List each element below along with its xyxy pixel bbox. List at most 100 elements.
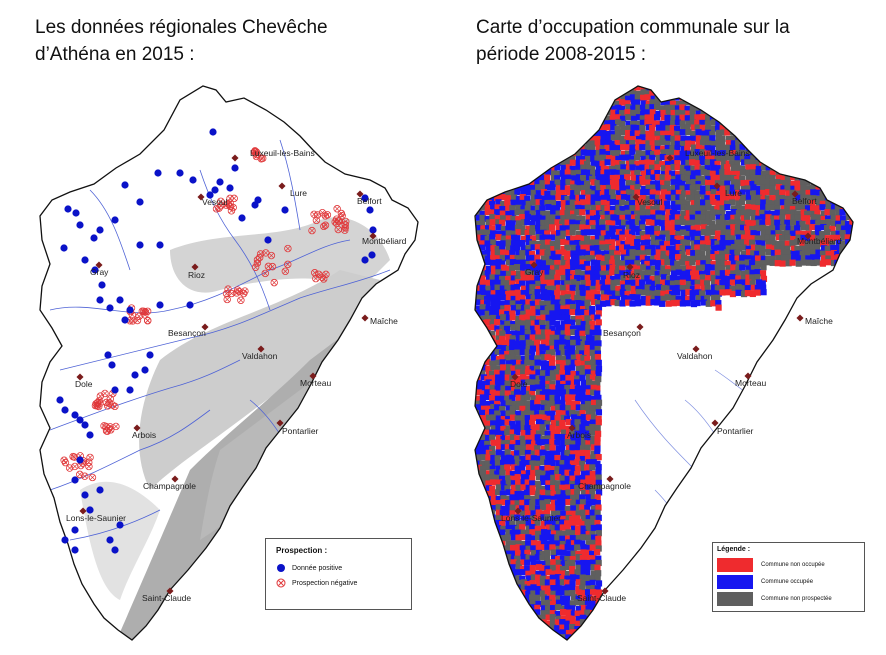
positive-marker xyxy=(116,521,124,529)
negative-marker-cross xyxy=(342,227,348,233)
negative-marker-cross xyxy=(311,211,317,217)
negative-marker-cross xyxy=(282,268,288,274)
city-marker xyxy=(744,372,752,380)
city-marker xyxy=(514,507,522,515)
negative-marker-cross xyxy=(254,152,260,158)
city-label: Dole xyxy=(510,379,528,389)
negative-marker xyxy=(331,218,339,226)
negative-marker xyxy=(310,210,318,218)
city-label: Saint-Claude xyxy=(142,593,191,603)
negative-marker-cross xyxy=(70,454,76,460)
negative-marker xyxy=(233,286,242,294)
negative-marker-cross xyxy=(141,308,147,314)
city-marker xyxy=(626,263,634,271)
positive-marker xyxy=(189,176,197,184)
negative-marker-cross xyxy=(227,203,233,209)
city-marker xyxy=(95,261,103,269)
legend-prospection: Prospection : Donnée positive Prospectio… xyxy=(265,538,412,610)
positive-marker xyxy=(61,406,69,414)
city-marker xyxy=(79,507,87,515)
city-label: Belfort xyxy=(792,196,817,206)
negative-marker xyxy=(112,422,120,431)
city-label: Morteau xyxy=(735,378,766,388)
negative-marker xyxy=(284,260,292,269)
negative-marker xyxy=(85,462,93,471)
negative-marker-cross xyxy=(224,297,230,302)
city-marker xyxy=(171,475,179,483)
city-marker xyxy=(356,190,364,198)
positive-marker xyxy=(71,411,79,419)
positive-marker xyxy=(121,316,129,324)
positive-marker xyxy=(126,386,134,394)
city-label: Champagnole xyxy=(143,481,196,491)
negative-marker-cross xyxy=(309,228,315,234)
negative-marker-cross xyxy=(242,288,248,294)
positive-marker xyxy=(368,251,376,259)
city-label: Valdahon xyxy=(242,351,278,361)
negative-marker-cross xyxy=(107,396,113,402)
city-marker xyxy=(606,475,614,483)
blue-swatch-icon xyxy=(717,575,753,589)
positive-marker xyxy=(121,181,129,189)
red-swatch-icon xyxy=(717,558,753,572)
positive-marker xyxy=(56,396,64,404)
negative-marker xyxy=(341,221,349,229)
negative-marker xyxy=(251,147,259,155)
city-label: Luxeuil-les-Bains xyxy=(685,148,750,158)
negative-marker xyxy=(60,456,68,464)
negative-marker-cross xyxy=(312,270,318,276)
positive-marker xyxy=(76,221,84,229)
city-marker xyxy=(791,190,799,198)
negative-marker-cross xyxy=(270,264,275,270)
negative-marker xyxy=(111,402,119,411)
city-label: Gray xyxy=(525,267,544,277)
positive-marker xyxy=(226,184,234,192)
negative-marker xyxy=(100,422,108,430)
negative-marker-cross xyxy=(313,276,319,282)
city-label: Gray xyxy=(90,267,109,277)
positive-marker xyxy=(86,506,94,514)
legend-label: Commune occupée xyxy=(761,579,814,585)
positive-marker xyxy=(136,241,144,249)
negative-marker-cross xyxy=(113,423,119,429)
city-label: Luxeuil-les-Bains xyxy=(250,148,315,158)
positive-marker xyxy=(96,296,104,304)
positive-marker xyxy=(361,256,369,264)
city-marker xyxy=(568,424,576,432)
city-label: Montbéliard xyxy=(797,236,842,246)
negative-marker xyxy=(253,150,261,159)
negative-marker xyxy=(223,295,231,304)
negative-marker xyxy=(338,212,346,220)
positive-marker xyxy=(106,304,114,312)
negative-marker-cross xyxy=(313,217,319,223)
left-map-observations: Luxeuil-les-Bains Lure Belfort Vesoul Montbé… xyxy=(39,85,419,641)
city-label: Arbois xyxy=(132,430,156,440)
positive-marker xyxy=(126,306,134,314)
negative-marker-cross xyxy=(263,250,269,256)
city-marker xyxy=(231,154,239,162)
city-label: Pontarlier xyxy=(282,426,319,436)
negative-marker-cross xyxy=(90,475,95,480)
city-marker xyxy=(713,182,721,190)
positive-marker xyxy=(61,536,69,544)
region-outline-left xyxy=(39,85,419,641)
legend-occupation: Légende : Commune non occupée Commune oc… xyxy=(712,542,865,612)
city-label: Lons-le-Saunier xyxy=(501,513,561,523)
grey-swatch-icon xyxy=(717,592,753,606)
negative-marker xyxy=(88,473,97,482)
negative-marker xyxy=(313,211,322,219)
city-label: Besançon xyxy=(603,328,641,338)
relief-light-south xyxy=(80,481,160,600)
negative-marker xyxy=(257,155,265,163)
city-label: Morteau xyxy=(300,378,331,388)
negative-marker xyxy=(323,211,332,219)
city-label: Saint-Claude xyxy=(577,593,626,603)
positive-marker xyxy=(146,351,154,359)
negative-marker xyxy=(212,205,221,213)
city-label: Valdahon xyxy=(677,351,713,361)
city-labels-left: Luxeuil-les-Bains Lure Belfort Vesoul Montbé… xyxy=(66,148,407,603)
negative-marker-cross xyxy=(106,400,112,406)
city-labels-right: Luxeuil-les-Bains Lure Belfort Vesoul Montbé… xyxy=(501,148,842,603)
negative-marker xyxy=(308,226,316,235)
negative-marker xyxy=(217,197,225,205)
